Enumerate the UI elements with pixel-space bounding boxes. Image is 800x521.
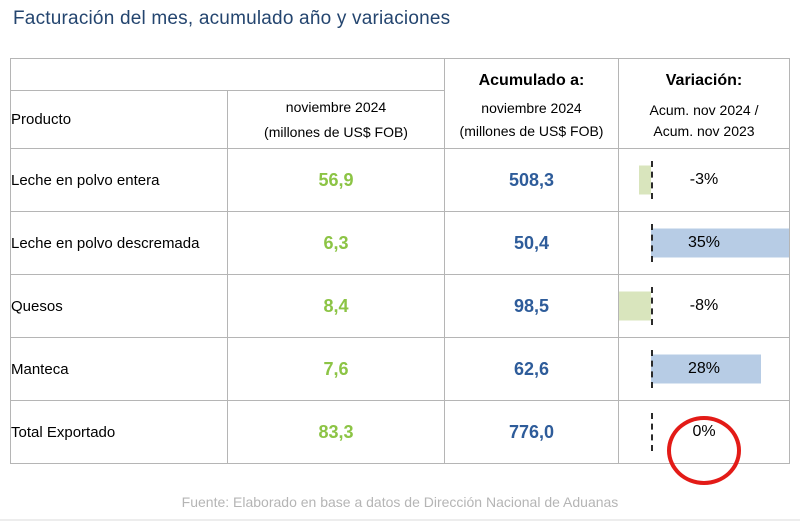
product-name: Manteca [10,337,228,401]
variation-bar [650,354,762,384]
column-header-product: Producto [10,90,228,149]
highlight-circle-annotation [667,416,741,485]
zero-axis-line [650,350,653,388]
zero-axis-line [650,161,653,199]
accumulated-header-title: Acumulado a: [478,71,585,89]
column-header-accumulated: Acumulado a: noviembre 2024 (millones de… [444,58,619,149]
variation-cell: -8% [618,274,790,338]
variation-minichart: 28% [619,338,789,400]
product-name: Total Exportado [10,400,228,464]
accumulated-header-unit: (millones de US$ FOB) [459,122,604,139]
variation-label: 35% [687,234,721,251]
accumulated-value: 98,5 [444,274,619,338]
month-value: 7,6 [227,337,445,401]
zero-axis-line [650,413,653,451]
table-row: Manteca 7,6 62,6 28% [10,337,790,401]
accumulated-value: 508,3 [444,148,619,212]
table-row: Quesos 8,4 98,5 -8% [10,274,790,338]
accumulated-value: 776,0 [444,400,619,464]
month-value: 83,3 [227,400,445,464]
bottom-divider [0,519,800,521]
zero-axis-line [650,224,653,262]
empty-header-cell [10,58,445,91]
month-header-line1: noviembre 2024 [285,98,387,115]
variation-bar [650,228,789,258]
month-value: 56,9 [227,148,445,212]
billing-table: Acumulado a: noviembre 2024 (millones de… [10,58,790,464]
variation-cell: -3% [618,148,790,212]
column-header-month: noviembre 2024 (millones de US$ FOB) [227,90,445,149]
month-value: 8,4 [227,274,445,338]
accumulated-header-month: noviembre 2024 [481,99,582,116]
variation-label: -3% [689,171,719,188]
variation-minichart: -8% [619,275,789,337]
product-name: Quesos [10,274,228,338]
variation-label: 28% [687,360,721,377]
accumulated-value: 50,4 [444,211,619,275]
table-row: Leche en polvo entera 56,9 508,3 -3% [10,148,790,212]
variation-header-title: Variación: [665,72,743,89]
page-title: Facturación del mes, acumulado año y var… [13,8,451,29]
column-header-variation: Variación: Acum. nov 2024 / Acum. nov 20… [618,58,790,149]
variation-cell: 35% [618,211,790,275]
source-note: Fuente: Elaborado en base a datos de Dir… [181,494,619,510]
variation-label: -8% [689,297,719,314]
product-name: Leche en polvo entera [10,148,228,212]
month-value: 6,3 [227,211,445,275]
month-header-line2: (millones de US$ FOB) [264,123,408,140]
variation-bar [638,165,651,195]
variation-header-line2: Acum. nov 2023 [653,123,755,139]
table-row: Leche en polvo descremada 6,3 50,4 35% [10,211,790,275]
variation-minichart: -3% [619,149,789,211]
variation-header-line1: Acum. nov 2024 / [649,102,759,118]
product-name: Leche en polvo descremada [10,211,228,275]
variation-minichart: 35% [619,212,789,274]
accumulated-value: 62,6 [444,337,619,401]
variation-bar [619,291,651,321]
variation-cell: 28% [618,337,790,401]
zero-axis-line [650,287,653,325]
